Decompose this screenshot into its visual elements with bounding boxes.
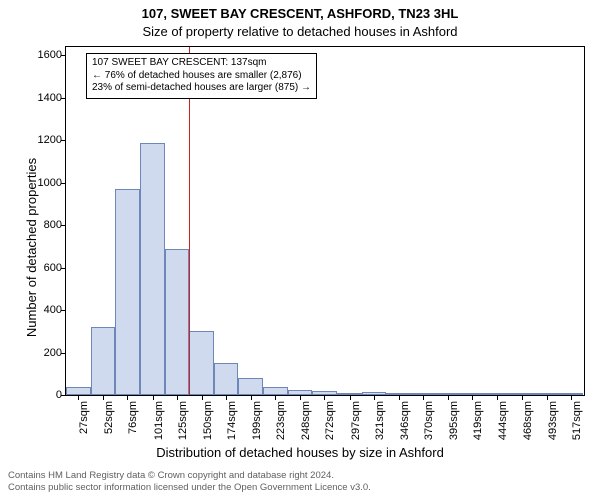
x-tick-mark <box>399 395 400 400</box>
x-tick-mark <box>547 395 548 400</box>
footer-line-2: Contains public sector information licen… <box>8 482 592 494</box>
histogram-bar <box>510 393 535 395</box>
x-tick-mark <box>522 395 523 400</box>
x-tick-label: 493sqm <box>547 401 559 440</box>
histogram-bar <box>436 393 461 395</box>
x-tick-mark <box>350 395 351 400</box>
x-tick-mark <box>226 395 227 400</box>
x-tick-label: 297sqm <box>350 401 362 440</box>
histogram-bar <box>66 387 91 395</box>
x-tick-label: 76sqm <box>127 401 139 434</box>
histogram-bar <box>288 390 313 395</box>
footer-attribution: Contains HM Land Registry data © Crown c… <box>8 470 592 494</box>
y-tick-label: 800 <box>44 219 62 231</box>
histogram-bar <box>485 393 510 395</box>
y-tick-label: 0 <box>56 389 62 401</box>
histogram-bar <box>165 249 190 395</box>
x-tick-label: 174sqm <box>226 401 238 440</box>
x-tick-mark <box>571 395 572 400</box>
x-tick-mark <box>251 395 252 400</box>
histogram-bar <box>189 331 214 395</box>
annotation-box: 107 SWEET BAY CRESCENT: 137sqm ← 76% of … <box>86 53 317 99</box>
x-tick-label: 468sqm <box>522 401 534 440</box>
x-tick-label: 223sqm <box>275 401 287 440</box>
x-tick-label: 125sqm <box>177 401 189 440</box>
histogram-bar <box>559 393 584 395</box>
histogram-plot-area: 107 SWEET BAY CRESCENT: 137sqm ← 76% of … <box>65 46 585 396</box>
histogram-bar <box>115 189 140 395</box>
x-tick-label: 395sqm <box>448 401 460 440</box>
annotation-line-2: ← 76% of detached houses are smaller (2,… <box>92 70 311 83</box>
y-tick-label: 1400 <box>38 92 62 104</box>
annotation-line-3: 23% of semi-detached houses are larger (… <box>92 82 311 95</box>
x-tick-label: 199sqm <box>251 401 263 440</box>
x-tick-label: 150sqm <box>202 401 214 440</box>
histogram-bar <box>411 393 436 395</box>
histogram-bar <box>386 393 411 395</box>
histogram-bar <box>337 393 362 395</box>
histogram-bar <box>214 363 239 395</box>
histogram-bar <box>238 378 263 395</box>
x-tick-mark <box>103 395 104 400</box>
histogram-bar <box>312 391 337 395</box>
x-tick-label: 419sqm <box>472 401 484 440</box>
x-tick-label: 370sqm <box>423 401 435 440</box>
y-tick-label: 400 <box>44 304 62 316</box>
x-tick-label: 444sqm <box>497 401 509 440</box>
x-tick-label: 346sqm <box>399 401 411 440</box>
chart-title-main: 107, SWEET BAY CRESCENT, ASHFORD, TN23 3… <box>0 6 600 21</box>
y-tick-label: 1600 <box>38 49 62 61</box>
y-tick-label: 1200 <box>38 134 62 146</box>
x-tick-mark <box>153 395 154 400</box>
x-axis-label: Distribution of detached houses by size … <box>0 445 600 460</box>
histogram-bar <box>263 387 288 395</box>
chart-title-sub: Size of property relative to detached ho… <box>0 24 600 39</box>
y-tick-label: 600 <box>44 262 62 274</box>
x-tick-label: 321sqm <box>374 401 386 440</box>
x-tick-label: 272sqm <box>324 401 336 440</box>
x-tick-mark <box>448 395 449 400</box>
x-tick-label: 27sqm <box>78 401 90 434</box>
x-tick-mark <box>497 395 498 400</box>
x-tick-mark <box>127 395 128 400</box>
footer-line-1: Contains HM Land Registry data © Crown c… <box>8 470 592 482</box>
x-tick-mark <box>177 395 178 400</box>
histogram-bar <box>534 393 559 395</box>
x-tick-mark <box>202 395 203 400</box>
x-tick-mark <box>78 395 79 400</box>
x-tick-mark <box>374 395 375 400</box>
x-tick-mark <box>300 395 301 400</box>
x-tick-mark <box>423 395 424 400</box>
annotation-line-1: 107 SWEET BAY CRESCENT: 137sqm <box>92 57 311 70</box>
x-tick-label: 248sqm <box>300 401 312 440</box>
reference-line <box>189 47 190 395</box>
x-tick-label: 101sqm <box>153 401 165 440</box>
x-tick-label: 52sqm <box>103 401 115 434</box>
histogram-bar <box>140 143 165 396</box>
x-tick-label: 517sqm <box>571 401 583 440</box>
histogram-bar <box>460 393 485 395</box>
y-tick-label: 1000 <box>38 177 62 189</box>
histogram-bar <box>91 327 116 395</box>
x-tick-mark <box>472 395 473 400</box>
histogram-bar <box>362 392 387 395</box>
x-tick-mark <box>275 395 276 400</box>
y-tick-label: 200 <box>44 347 62 359</box>
x-tick-mark <box>324 395 325 400</box>
